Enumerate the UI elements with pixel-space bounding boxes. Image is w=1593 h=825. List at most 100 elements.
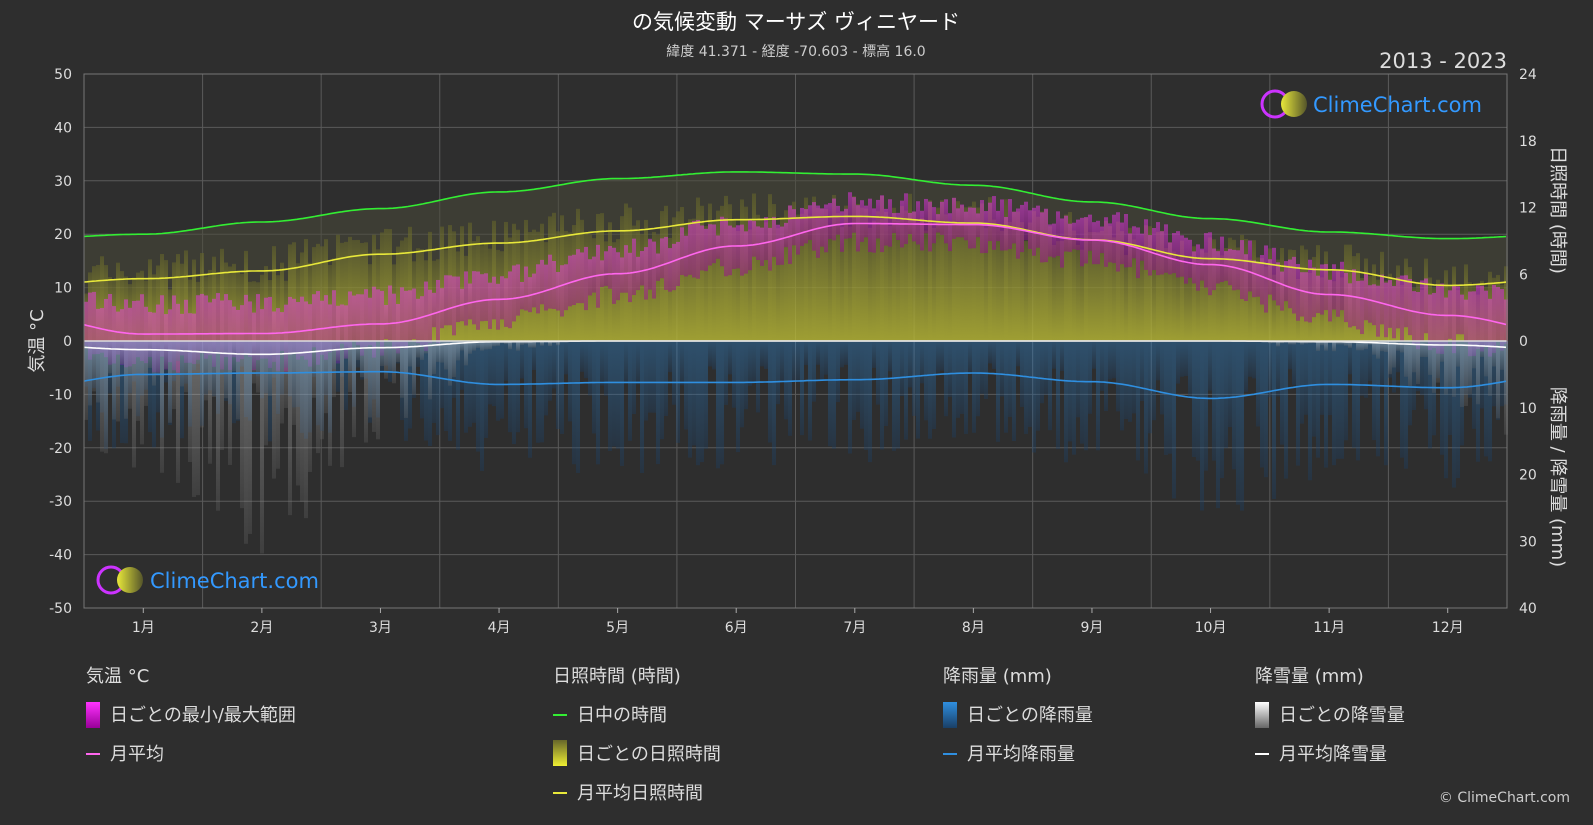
x-tick-label: 10月 <box>1195 620 1227 636</box>
rain-daily-bar <box>664 341 668 416</box>
temp-range-bar <box>1256 263 1260 297</box>
temp-range-bar <box>192 313 196 365</box>
sunshine-daily-bar <box>836 213 840 341</box>
rain-daily-bar <box>832 341 836 449</box>
sunshine-daily-bar <box>960 205 964 341</box>
snow-daily-bar <box>1320 341 1324 346</box>
sunshine-daily-bar <box>1164 248 1168 341</box>
rain-daily-bar <box>624 341 628 384</box>
sunshine-daily-bar <box>1060 240 1064 341</box>
legend-item-temp-range: 日ごとの最小/最大範囲 <box>110 705 296 726</box>
snow-daily-bar <box>124 341 128 419</box>
temp-range-bar <box>1028 210 1032 249</box>
sunshine-daily-bar <box>252 281 256 341</box>
sunshine-daily-bar <box>1088 232 1092 341</box>
legend-item-snow-mean: 月平均降雪量 <box>1279 744 1387 765</box>
temp-range-bar <box>532 273 536 308</box>
rain-daily-bar <box>748 341 752 386</box>
sunshine-daily-bar <box>1056 241 1060 341</box>
temp-range-bar <box>1364 273 1368 321</box>
rain-daily-bar <box>180 341 184 439</box>
temp-range-bar <box>1056 211 1060 256</box>
temp-range-bar <box>740 224 744 276</box>
brand-logo-bottom[interactable]: ClimeChart.com <box>96 565 319 595</box>
rain-daily-bar <box>920 341 924 384</box>
temp-range-bar <box>680 227 684 276</box>
temp-range-bar <box>504 278 508 327</box>
rain-daily-bar <box>972 341 976 433</box>
snow-daily-bar <box>272 341 276 479</box>
rain-daily-bar <box>1396 341 1400 373</box>
snow-daily-bar <box>1336 341 1340 345</box>
sunshine-daily-bar <box>384 228 388 341</box>
rain-daily-bar <box>768 341 772 443</box>
rain-daily-bar <box>1340 341 1344 459</box>
temp-range-bar <box>636 256 640 291</box>
sunshine-daily-bar <box>1040 211 1044 341</box>
snow-daily-bar <box>168 341 172 423</box>
temp-range-bar <box>736 225 740 269</box>
temp-range-bar <box>1412 291 1416 344</box>
rain-daily-bar <box>1076 341 1080 418</box>
temp-range-bar <box>668 248 672 292</box>
rain-daily-bar <box>596 341 600 465</box>
sunshine-daily-bar <box>1256 257 1260 341</box>
temp-range-bar <box>1392 286 1396 339</box>
temp-range-bar <box>632 238 636 296</box>
snow-daily-bar <box>1388 341 1392 375</box>
temp-range-bar <box>432 292 436 328</box>
snow-daily-bar <box>1344 341 1348 346</box>
rain-daily-bar <box>684 341 688 430</box>
rain-daily-bar <box>472 341 476 423</box>
snow-daily-bar <box>236 341 240 420</box>
rain-daily-bar <box>1068 341 1072 442</box>
sunshine-daily-bar <box>780 217 784 341</box>
snow-daily-bar <box>1436 341 1440 383</box>
sunshine-daily-bar <box>708 203 712 341</box>
temp-range-bar <box>412 288 416 340</box>
temp-range-bar <box>172 295 176 371</box>
sunshine-daily-bar <box>396 246 400 341</box>
left-tick-label: -50 <box>49 601 72 617</box>
temp-range-bar <box>1064 215 1068 252</box>
rain-daily-bar <box>1040 341 1044 404</box>
legend-item-rain-daily: 日ごとの降雨量 <box>967 705 1093 726</box>
temp-range-bar <box>544 264 548 311</box>
temp-range-bar <box>592 256 596 293</box>
snow-daily-bar <box>496 341 500 346</box>
brand-logo-top[interactable]: ClimeChart.com <box>1260 89 1482 119</box>
rain-daily-bar <box>880 341 884 450</box>
snow-daily-bar <box>92 341 96 392</box>
sunshine-daily-bar <box>720 205 724 341</box>
sunshine-daily-bar <box>180 263 184 341</box>
rain-daily-bar <box>860 341 864 429</box>
sunshine-daily-bar <box>184 250 188 341</box>
sunshine-daily-bar <box>992 219 996 341</box>
temp-range-bar <box>1136 227 1140 279</box>
temp-range-bar <box>1132 226 1136 259</box>
rain-daily-bar <box>1132 341 1136 414</box>
sunshine-daily-bar <box>360 243 364 341</box>
snow-daily-bar <box>1348 341 1352 348</box>
snow-daily-bar <box>1500 341 1504 370</box>
snow-daily-bar <box>344 341 348 359</box>
sunshine-daily-bar <box>416 248 420 341</box>
rain-daily-bar <box>1124 341 1128 420</box>
sunshine-daily-bar <box>1068 212 1072 341</box>
rain-daily-bar <box>1136 341 1140 461</box>
legend-group-title-sunshine: 日照時間 (時間) <box>553 666 681 687</box>
rain-daily-bar <box>1480 341 1484 409</box>
temp-range-bar <box>288 296 292 355</box>
sunshine-daily-bar <box>468 222 472 341</box>
plot-border <box>83 73 1508 609</box>
snow-daily-bar <box>1504 341 1508 435</box>
sunshine-daily-bar <box>1152 253 1156 341</box>
sunshine-daily-bar <box>932 227 936 341</box>
sunshine-daily-bar <box>1092 232 1096 341</box>
sunshine-daily-bar <box>640 234 644 341</box>
sunshine-daily-bar <box>848 226 852 341</box>
x-tick-label: 3月 <box>369 620 392 636</box>
temp-range-bar <box>1004 216 1008 251</box>
rain-daily-bar <box>1072 341 1076 455</box>
sunshine-daily-bar <box>1140 247 1144 341</box>
